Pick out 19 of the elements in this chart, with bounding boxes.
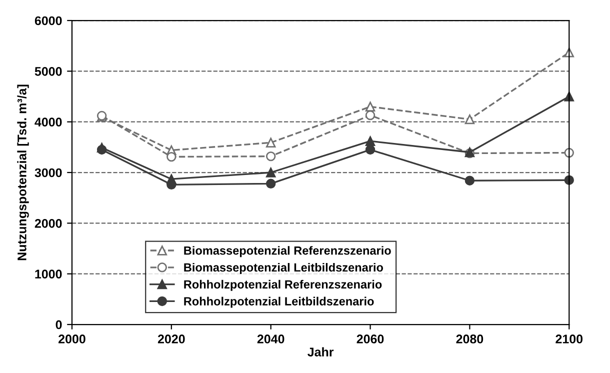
legend-label: Rohholzpotenzial Leitbildszenario <box>184 296 374 308</box>
y-tick-label: 3000 <box>34 168 62 178</box>
x-axis-title: Jahr <box>308 347 334 356</box>
x-tick-label: 2000 <box>58 334 86 344</box>
legend-label: Biomassepotenzial Referenzszenario <box>184 246 391 258</box>
y-tick-label: 6000 <box>34 16 62 26</box>
y-tick-label: 5000 <box>34 66 62 76</box>
x-tick-label: 2040 <box>257 334 284 344</box>
x-tick-label: 2020 <box>158 334 185 344</box>
y-tick-label: 2000 <box>34 218 62 228</box>
x-tick-label: 2100 <box>556 334 583 344</box>
x-tick-label: 2080 <box>456 334 484 344</box>
y-tick-label: 4000 <box>34 118 62 126</box>
y-tick-label: 1000 <box>35 270 62 278</box>
legend-label: Biomassepotenzial Leitbildszenario <box>184 262 384 274</box>
legend-label: Rohholzpotenzial Referenzszenario <box>184 280 382 291</box>
y-axis-title: Nutzungspotenzial [Tsd. m³/a] <box>17 84 29 260</box>
x-tick-label: 2060 <box>356 334 384 344</box>
y-tick-label: 0 <box>56 320 62 330</box>
